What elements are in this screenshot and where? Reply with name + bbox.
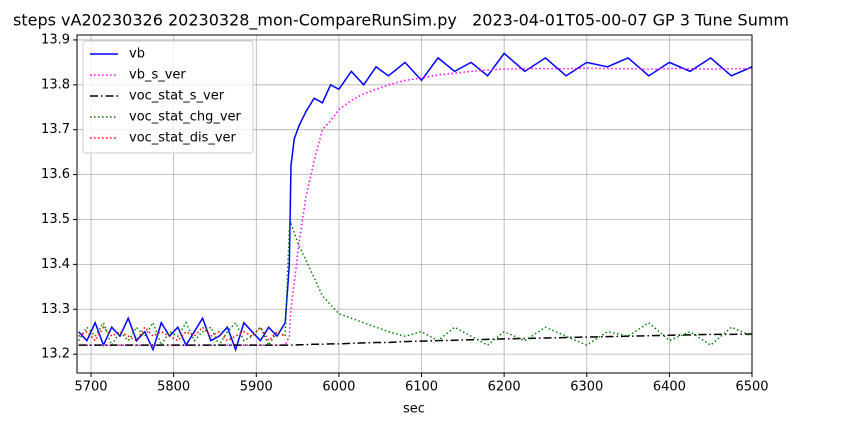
x-tick-label: 6100 bbox=[405, 380, 438, 395]
axes-frame bbox=[76, 34, 753, 374]
y-tick-label: 13.4 bbox=[41, 257, 70, 272]
x-tick-label: 5900 bbox=[240, 380, 273, 395]
x-axis-label: sec bbox=[403, 402, 425, 417]
x-tick-label: 6300 bbox=[570, 380, 603, 395]
legend-box bbox=[82, 40, 254, 154]
x-tick-label: 6400 bbox=[653, 380, 686, 395]
legend-label: voc_stat_dis_ver bbox=[129, 131, 237, 146]
legend-label: voc_stat_s_ver bbox=[129, 89, 225, 104]
y-tick-label: 13.2 bbox=[41, 347, 70, 362]
series-line bbox=[78, 333, 752, 346]
series-line bbox=[78, 52, 752, 353]
series-line bbox=[78, 221, 752, 347]
y-tick-label: 13.6 bbox=[41, 167, 70, 182]
x-tick-label: 5700 bbox=[74, 380, 107, 395]
legend: vb vb_s_ver voc_stat_s_ver voc_stat_chg_ver… bbox=[82, 40, 254, 154]
plot-area bbox=[78, 52, 752, 353]
y-tick-label: 13.8 bbox=[41, 77, 70, 92]
y-tick-label: 13.5 bbox=[41, 212, 70, 227]
x-tick-label: 6000 bbox=[322, 380, 355, 395]
legend-label: vb_s_ver bbox=[129, 68, 186, 83]
x-tick-label: 5800 bbox=[157, 380, 190, 395]
y-tick-label: 13.3 bbox=[41, 302, 70, 317]
y-tick-label: 13.7 bbox=[41, 122, 70, 137]
x-tick-label: 6500 bbox=[735, 380, 768, 395]
series-line bbox=[78, 325, 286, 342]
y-tick-label: 13.9 bbox=[41, 32, 70, 47]
x-tick-label: 6200 bbox=[488, 380, 521, 395]
legend-label: voc_stat_chg_ver bbox=[129, 110, 242, 125]
chart-title: steps vA20230326 20230328_mon-CompareRun… bbox=[13, 11, 789, 31]
ticks: 5700 5800 5900 6000 6100 6200 6300 6400 6500 13.2… bbox=[41, 32, 769, 394]
series-line bbox=[78, 67, 752, 346]
legend-label: vb bbox=[129, 47, 145, 62]
